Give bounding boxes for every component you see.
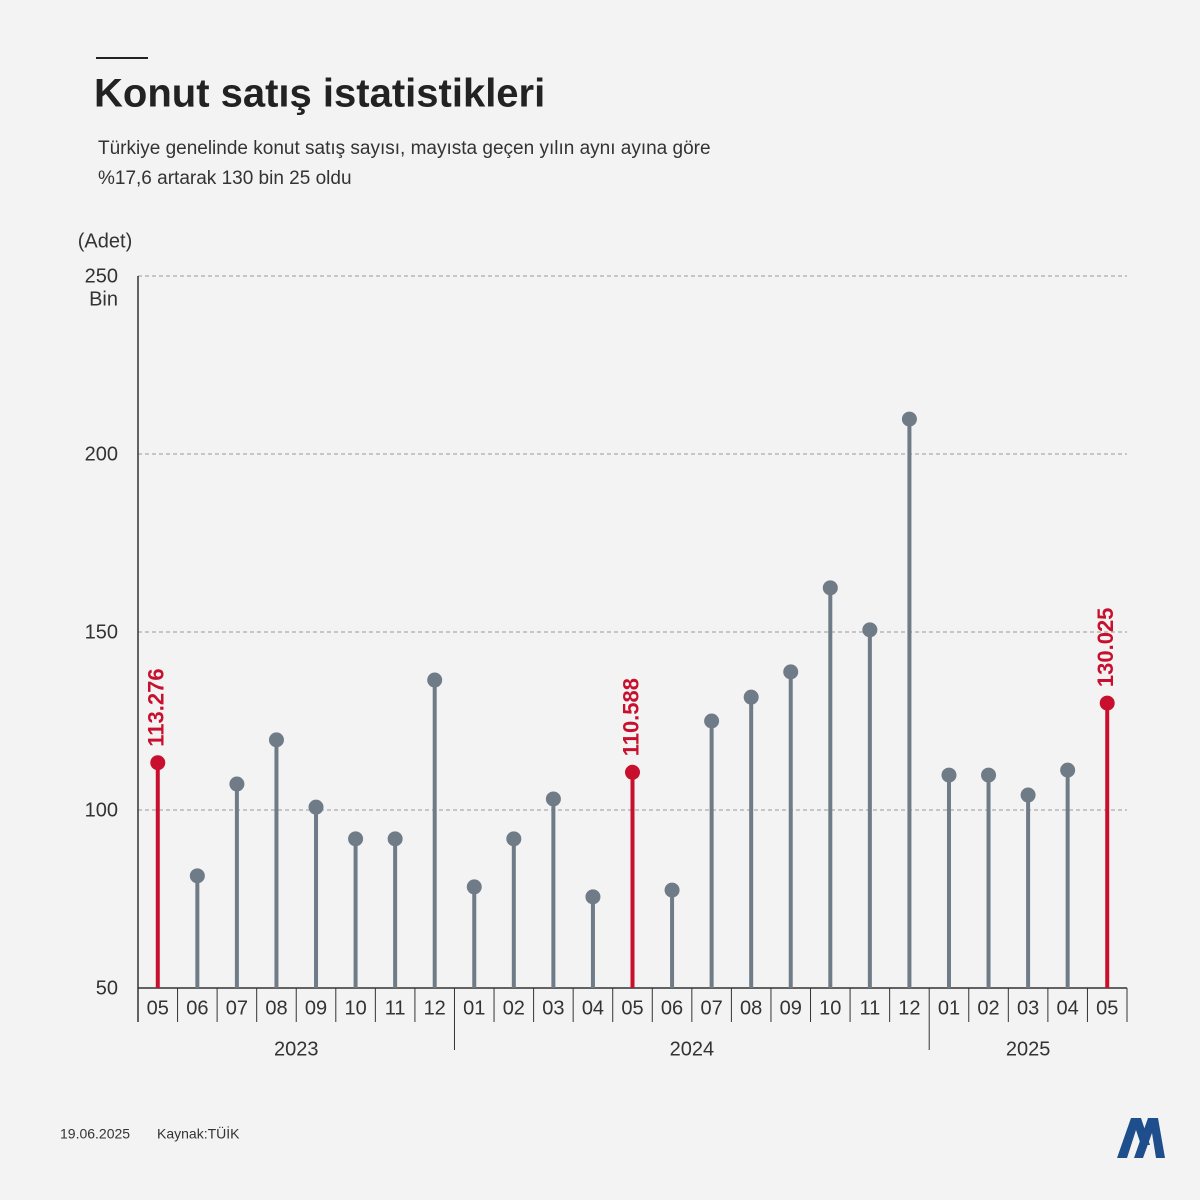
x-tick-label: 02 [977, 997, 999, 1019]
dot [348, 831, 364, 847]
dot [941, 767, 957, 783]
dot [150, 755, 166, 771]
y-tick-label: 200 [85, 443, 118, 465]
x-tick-label: 12 [898, 997, 920, 1019]
x-tick-label: 11 [859, 997, 880, 1019]
dot [1060, 762, 1076, 778]
dot [862, 622, 878, 638]
dot [1020, 787, 1036, 803]
logo [1117, 1118, 1165, 1158]
subtitle: %17,6 artarak 130 bin 25 oldu [98, 168, 352, 189]
dot [981, 767, 997, 783]
x-tick-label: 03 [542, 997, 564, 1019]
value-label: 110.588 [618, 678, 643, 756]
value-label: 130.025 [1093, 608, 1118, 688]
x-tick-label: 01 [938, 997, 960, 1019]
x-tick-label: 03 [1017, 997, 1039, 1019]
source: Kaynak:TÜİK [157, 1125, 240, 1142]
dot [822, 580, 838, 596]
chart-title: Konut satış istatistikleri [94, 72, 545, 116]
y-unit: Bin [89, 288, 118, 310]
x-tick-label: 12 [424, 997, 446, 1019]
dot [585, 889, 601, 905]
x-tick-label: 04 [582, 997, 604, 1019]
dot [1099, 695, 1115, 711]
date: 19.06.2025 [60, 1126, 130, 1142]
group-label: 2024 [670, 1038, 715, 1060]
subtitle: Türkiye genelinde konut satış sayısı, ma… [98, 138, 711, 159]
dot [545, 791, 561, 807]
value-label: 113.276 [144, 668, 169, 746]
x-tick-label: 09 [305, 997, 327, 1019]
x-tick-label: 11 [385, 997, 406, 1019]
x-tick-label: 02 [503, 997, 525, 1019]
dot [901, 411, 917, 427]
x-tick-label: 06 [661, 997, 683, 1019]
dot [704, 713, 720, 729]
group-label: 2023 [274, 1038, 319, 1060]
x-tick-label: 10 [819, 997, 841, 1019]
x-tick-label: 10 [344, 997, 366, 1019]
x-tick-label: 04 [1057, 997, 1079, 1019]
x-tick-label: 05 [1096, 997, 1118, 1019]
x-tick-label: 06 [186, 997, 208, 1019]
dot [466, 879, 482, 895]
dot [506, 831, 522, 847]
dot [783, 664, 799, 680]
dot [308, 799, 324, 815]
dot [625, 764, 640, 780]
x-tick-label: 07 [700, 997, 722, 1019]
dot [268, 732, 284, 748]
x-tick-label: 09 [780, 997, 802, 1019]
x-tick-label: 05 [621, 997, 643, 1019]
x-tick-label: 07 [226, 997, 248, 1019]
dot [664, 882, 680, 898]
x-tick-label: 08 [265, 997, 287, 1019]
x-tick-label: 08 [740, 997, 762, 1019]
y-axis-label: (Adet) [78, 230, 132, 252]
dot [229, 776, 245, 792]
dot [387, 831, 403, 847]
dot [189, 868, 205, 884]
y-tick-label: 100 [85, 799, 118, 821]
y-tick-label: 250 [85, 265, 118, 287]
x-tick-label: 01 [463, 997, 485, 1019]
group-label: 2025 [1006, 1038, 1051, 1060]
y-tick-label: 50 [96, 977, 118, 999]
x-tick-label: 05 [147, 997, 169, 1019]
dot [743, 689, 759, 705]
y-tick-label: 150 [85, 621, 118, 643]
dot [427, 672, 443, 688]
